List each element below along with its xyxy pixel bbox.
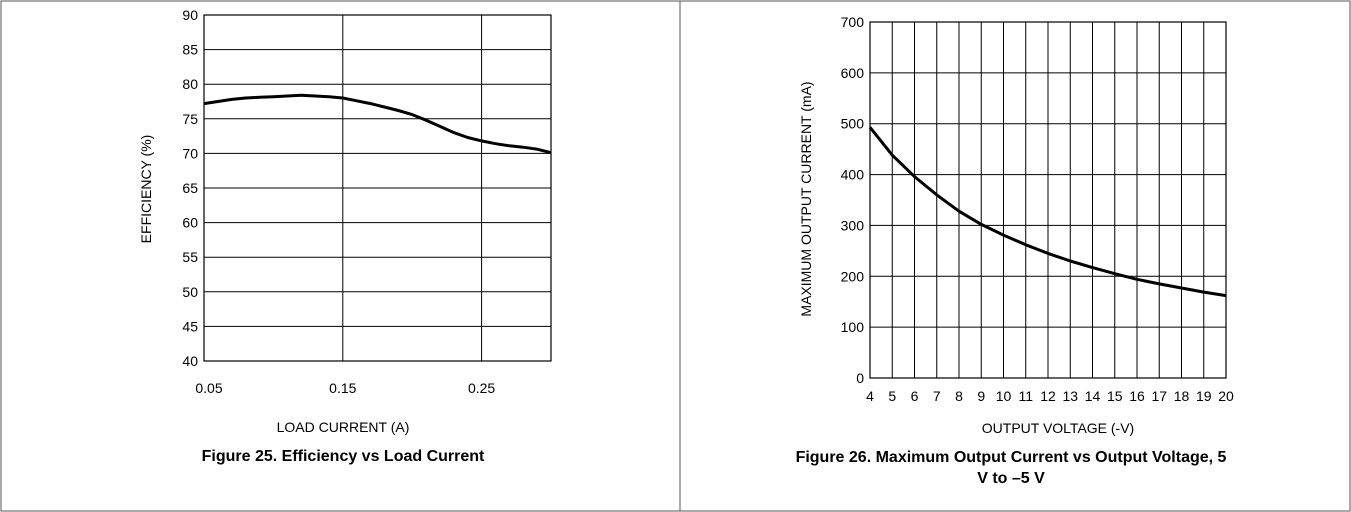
max-output-current-x-tick-label: 13 — [1062, 388, 1078, 404]
max-output-current-x-tick-label: 16 — [1129, 388, 1145, 404]
figure-26-caption: Figure 26. Maximum Output Current vs Out… — [796, 449, 1227, 487]
max-output-current-x-tick-label: 7 — [933, 388, 941, 404]
efficiency-y-tick-labels: 40 45 50 55 60 65 70 75 80 85 90 — [182, 7, 198, 369]
max-output-current-y-axis-label: MAXIMUM OUTPUT CURRENT (mA) — [798, 81, 814, 316]
max-output-current-y-tick-label: 400 — [841, 167, 865, 183]
efficiency-y-tick-label: 65 — [182, 180, 198, 196]
max-output-current-x-tick-label: 17 — [1151, 388, 1167, 404]
max-output-current-x-tick-label: 5 — [888, 388, 896, 404]
max-output-current-y-tick-label: 0 — [856, 370, 864, 386]
max-output-current-x-tick-labels: 4 5 6 7 8 9 10 11 12 13 14 15 16 17 18 19 20 — [866, 388, 1234, 404]
efficiency-y-tick-label: 75 — [182, 111, 198, 127]
max-output-current-x-tick-label: 20 — [1218, 388, 1234, 404]
max-output-current-x-tick-label: 6 — [911, 388, 919, 404]
max-output-current-x-tick-label: 4 — [866, 388, 874, 404]
max-output-current-x-tick-label: 19 — [1196, 388, 1212, 404]
efficiency-y-tick-label: 90 — [182, 7, 198, 23]
max-output-current-y-tick-labels: 0 100 200 300 400 500 600 700 — [841, 14, 865, 386]
max-output-current-x-tick-label: 18 — [1174, 388, 1190, 404]
max-output-current-x-tick-label: 11 — [1018, 388, 1033, 404]
max-output-current-grid — [869, 21, 1227, 379]
max-output-current-x-tick-label: 8 — [955, 388, 963, 404]
max-output-current-x-tick-label: 15 — [1107, 388, 1123, 404]
efficiency-y-tick-label: 40 — [182, 353, 198, 369]
max-output-current-y-tick-label: 300 — [841, 217, 865, 233]
efficiency-y-tick-label: 55 — [182, 249, 198, 265]
efficiency-y-tick-label: 60 — [182, 215, 198, 231]
efficiency-y-tick-label: 80 — [182, 76, 198, 92]
efficiency-x-axis-label: LOAD CURRENT (A) — [277, 419, 410, 435]
max-output-current-x-tick-label: 10 — [996, 388, 1012, 404]
max-output-current-x-tick-label: 14 — [1085, 388, 1101, 404]
max-output-current-y-tick-label: 600 — [841, 65, 865, 81]
efficiency-series-line — [203, 93, 552, 155]
max-output-current-y-tick-label: 700 — [841, 14, 865, 30]
efficiency-y-axis-label: EFFICIENCY (%) — [138, 135, 154, 244]
efficiency-chart: 40 45 50 55 60 65 70 75 80 85 90 0.05 0.15 0.25 EFFI… — [138, 7, 552, 465]
max-output-current-x-axis-label: OUTPUT VOLTAGE (-V) — [982, 420, 1134, 436]
efficiency-x-tick-labels: 0.05 0.15 0.25 — [195, 380, 495, 396]
efficiency-y-tick-label: 70 — [182, 145, 198, 161]
efficiency-x-tick-label: 0.15 — [329, 380, 356, 396]
max-output-current-y-tick-label: 200 — [841, 268, 865, 284]
max-output-current-series-line — [868, 126, 1227, 298]
max-output-current-x-tick-label: 12 — [1040, 388, 1056, 404]
figure-25-caption: Figure 25. Efficiency vs Load Current — [202, 448, 485, 465]
max-output-current-x-tick-label: 9 — [977, 388, 985, 404]
max-output-current-chart: 0 100 200 300 400 500 600 700 4 5 6 7 8 9 10 11 12 13 14 1… — [796, 14, 1234, 487]
efficiency-x-tick-label: 0.05 — [195, 380, 222, 396]
efficiency-grid — [203, 14, 552, 362]
max-output-current-y-tick-label: 500 — [841, 116, 865, 132]
efficiency-y-tick-label: 85 — [182, 42, 198, 58]
efficiency-y-tick-label: 50 — [182, 284, 198, 300]
efficiency-y-tick-label: 45 — [182, 318, 198, 334]
efficiency-x-tick-label: 0.25 — [468, 380, 495, 396]
max-output-current-y-tick-label: 100 — [841, 319, 865, 335]
